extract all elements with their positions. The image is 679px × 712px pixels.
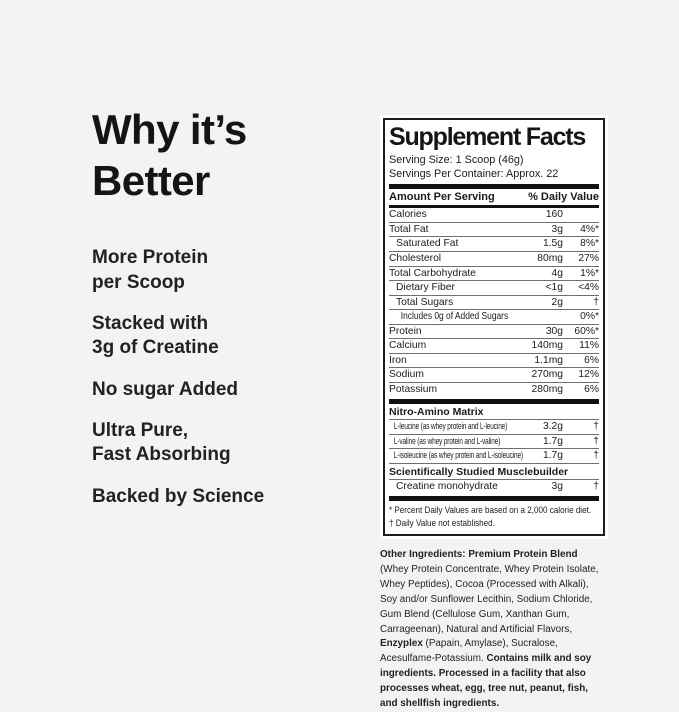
nutrient-name: Cholesterol (389, 253, 442, 264)
table-header: Amount Per Serving % Daily Value (389, 189, 599, 205)
nutrient-name: Sodium (389, 369, 424, 381)
supplement-facts-box: Supplement Facts Serving Size: 1 Scoop (… (383, 118, 605, 537)
nutrient-daily-value: <4% (578, 282, 599, 294)
nutrient-amount: 2g (551, 296, 563, 308)
servings-per-container: Servings Per Container: Approx. 22 (389, 167, 559, 180)
nutrient-row: Dietary Fiber <1g <4% (389, 280, 599, 295)
nutrient-amount: 3g (551, 480, 563, 492)
divider-bar (389, 496, 599, 502)
divider-bar (389, 399, 599, 405)
footnote-not-established: † Daily Value not established. (389, 517, 495, 528)
nutrient-name: Creatine monohydrate (396, 480, 498, 492)
supplement-facts-panel: Supplement Facts Serving Size: 1 Scoop (… (380, 115, 608, 540)
nutrient-row: Saturated Fat 1.5g 8%* (389, 236, 599, 251)
nutrient-name: Protein (389, 325, 422, 337)
nutrient-amount: 4g (551, 267, 563, 279)
nutrient-daily-value: † (593, 450, 599, 462)
nutrient-row: Total Sugars 2g † (389, 294, 599, 310)
section-header: Scientifically Studied Musclebuilder (389, 462, 599, 479)
nutrient-name: Total Carbohydrate (389, 267, 477, 279)
daily-value-header: % Daily Value (528, 191, 599, 204)
footnote-daily-values: * Percent Daily Values are based on a 2,… (389, 505, 592, 516)
nutrient-name: Saturated Fat (396, 238, 459, 250)
nutrient-daily-value: 1%* (580, 267, 599, 279)
nutrient-name: Includes 0g of Added Sugars (400, 311, 509, 323)
nutrient-row: L-isoleucine (as whey protein and L-isol… (389, 448, 599, 463)
amount-per-serving-header: Amount Per Serving (389, 191, 495, 204)
headline: Why it’s Better (92, 106, 247, 205)
divider-bar (389, 184, 599, 190)
nutrient-name: Calories (389, 209, 427, 221)
nutrient-daily-value: 4%* (580, 223, 599, 235)
nutrient-row: L-leucine (as whey protein and L-leucine… (389, 419, 599, 434)
nutrient-row: Creatine monohydrate 3g † (389, 478, 599, 494)
nutrient-table: Calories 160 Total Fat 3g 4%* Saturated Fat 1.… (389, 208, 599, 493)
nutrient-row: Calcium 140mg 11% (389, 338, 599, 353)
nutrient-amount: 80mg (537, 253, 563, 264)
nutrient-daily-value: † (593, 435, 599, 447)
nutrient-name: Iron (389, 354, 407, 366)
nutrient-name: Total Sugars (396, 296, 454, 308)
nutrient-name: Potassium (389, 383, 438, 395)
nutrient-daily-value: † (593, 296, 599, 308)
nutrient-row: Sodium 270mg 12% (389, 367, 599, 382)
nutrient-amount: 1.1mg (534, 354, 563, 366)
nutrient-amount: 30g (545, 325, 563, 337)
nutrient-daily-value: † (593, 421, 599, 433)
divider-bar (389, 205, 599, 209)
benefit-more-protein: More Protein per Scoop (92, 247, 209, 293)
nutrient-row: Potassium 280mg 6% (389, 381, 599, 397)
nutrient-row: Includes 0g of Added Sugars 0%* (389, 309, 599, 324)
nutrient-row: Calories 160 (389, 208, 599, 222)
nutrient-name: L-leucine (as whey protein and L-leucine… (393, 421, 508, 432)
ingredients-segment: (Whey Protein Concentrate, Whey Protein … (380, 564, 599, 635)
other-ingredients: Other Ingredients: Premium Protein Blend… (380, 548, 608, 711)
benefit-creatine: Stacked with 3g of Creatine (92, 313, 219, 359)
benefit-ultra-pure: Ultra Pure, Fast Absorbing (92, 420, 231, 466)
nutrient-amount: <1g (545, 282, 563, 294)
ingredients-segment: Premium Protein Blend (468, 549, 578, 561)
ingredients-segment: (Papain, Amylase), Sucralose, Acesulfame… (380, 638, 558, 665)
nutrient-row: Total Carbohydrate 4g 1%* (389, 265, 599, 281)
serving-size: Serving Size: 1 Scoop (46g) (389, 154, 524, 166)
nutrient-amount: 3g (551, 223, 563, 235)
nutrient-amount: 270mg (531, 369, 563, 381)
nutrient-name: Calcium (389, 340, 427, 352)
nutrient-amount: 1.7g (542, 450, 563, 462)
benefit-science: Backed by Science (92, 485, 265, 507)
nutrient-row: L-valine (as whey protein and L-valine) 1… (389, 433, 599, 449)
benefit-no-sugar: No sugar Added (92, 378, 239, 400)
nutrient-amount: 160 (545, 209, 563, 221)
marketing-copy-column: Why it’s Better More Protein per Scoop S… (92, 104, 367, 526)
ingredients-segment: Enzyplex (380, 638, 423, 650)
nutrient-daily-value: 8%* (580, 238, 599, 250)
label-column: Supplement Facts Serving Size: 1 Scoop (… (380, 115, 626, 712)
ingredients-segment: Other Ingredients: (380, 549, 469, 561)
benefit-list: More Protein per Scoop Stacked with 3g o… (92, 246, 367, 509)
nutrient-daily-value: 11% (579, 340, 599, 352)
footnotes: * Percent Daily Values are based on a 2,… (389, 501, 599, 530)
nutrient-daily-value: 60%* (574, 325, 599, 337)
nutrient-amount: 1.7g (542, 435, 563, 447)
nutrient-daily-value: 12% (578, 369, 599, 381)
nutrient-daily-value: 0%* (580, 311, 599, 323)
section-header: Nitro-Amino Matrix (389, 406, 484, 419)
nutrient-name: L-isoleucine (as whey protein and L-isol… (393, 450, 523, 461)
nutrient-daily-value: 6% (584, 383, 599, 395)
nutrient-amount: 1.5g (542, 238, 563, 250)
nutrient-name: Dietary Fiber (396, 282, 455, 294)
nutrient-amount: 280mg (531, 383, 563, 395)
label-title: Supplement Facts (389, 123, 586, 151)
nutrient-daily-value: 6% (584, 354, 599, 366)
nutrient-name: Total Fat (389, 223, 429, 235)
nutrient-row: Protein 30g 60%* (389, 323, 599, 339)
nutrient-row: Cholesterol 80mg 27% (389, 251, 599, 266)
nutrient-amount: 140mg (531, 340, 563, 352)
nutrient-daily-value: 27% (578, 253, 599, 264)
nutrient-row: Total Fat 3g 4%* (389, 221, 599, 237)
nutrient-amount: 3.2g (542, 421, 563, 433)
nutrient-daily-value: † (593, 480, 599, 492)
nutrient-row: Iron 1.1mg 6% (389, 352, 599, 368)
nutrient-name: L-valine (as whey protein and L-valine) (393, 435, 501, 446)
